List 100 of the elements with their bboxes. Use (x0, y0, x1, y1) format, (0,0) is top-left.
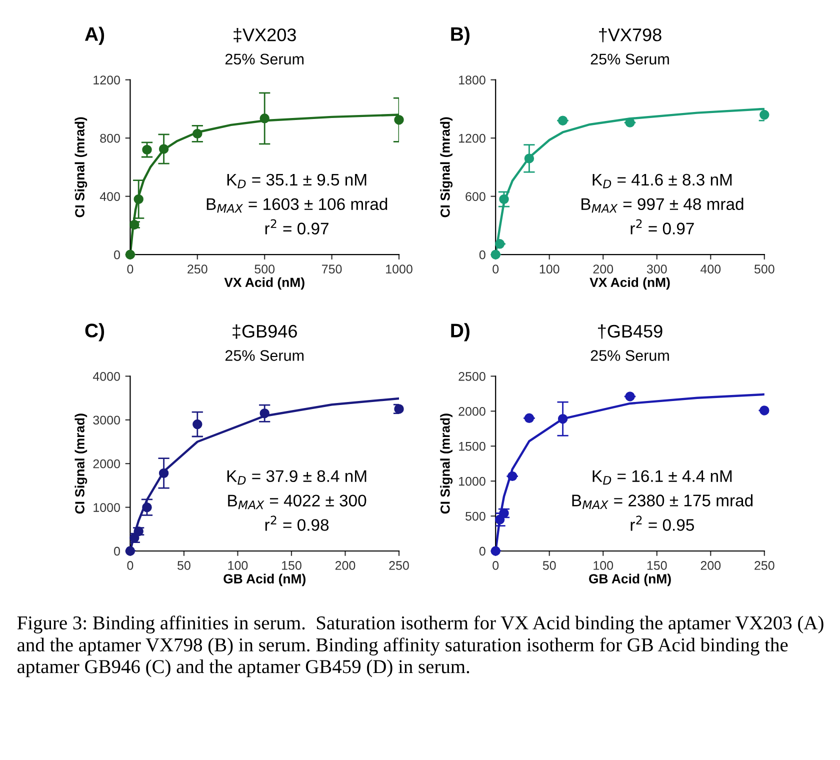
annotation: B$_{MAX}$ = 4022 ± 300 (228, 494, 366, 510)
x-tick-label: 200 (700, 561, 721, 570)
point (524, 413, 534, 424)
y-tick-label: 1200 (94, 76, 120, 84)
chart-title: †GB459 (598, 324, 662, 339)
point (499, 194, 509, 204)
annotation: K$_{D}$ = 37.9 ± 8.4 nM (227, 470, 366, 485)
chart-title: †VX798 (599, 28, 662, 42)
chart-subtitle: 25% Serum (225, 350, 304, 361)
y-tick-label: 1800 (459, 76, 486, 84)
x-tick-label: 0 (492, 561, 499, 570)
point (490, 250, 500, 260)
y-tick-label: 500 (466, 512, 486, 521)
y-axis-title: CI Signal (mrad) (74, 414, 88, 514)
x-tick-label: 500 (254, 264, 275, 274)
chart-title: ‡GB946 (232, 324, 297, 339)
y-axis-title: CI Signal (mrad) (74, 117, 88, 218)
annotation: r$^{2}$ = 0.95 (630, 516, 694, 531)
x-tick-label: 0 (127, 561, 134, 570)
x-tick-label: 50 (542, 561, 556, 570)
point (394, 404, 404, 414)
x-tick-label: 150 (282, 561, 302, 570)
x-tick-label: 400 (700, 264, 721, 274)
x-axis-title: GB Acid (nM) (589, 574, 671, 586)
point (158, 144, 169, 154)
point (558, 414, 568, 424)
chart-subtitle: 25% Serum (590, 54, 669, 65)
point (142, 144, 152, 155)
point (558, 116, 568, 126)
chart-subtitle: 25% Serum (225, 54, 304, 65)
caption: Figure 3: Binding affinities in serum. Saturation isotherm for VX Acid binding the aptamer VX203 (A) and the aptamer VX798 (B) in serum. Binding affinity saturation isotherm for GB Acid binding the aptamer GB946 (C) and the aptamer GB459 (D) in serum. (17, 616, 824, 678)
point (260, 408, 270, 418)
x-tick-label: 200 (593, 264, 614, 274)
point (260, 114, 270, 124)
y-tick-label: 800 (100, 134, 120, 143)
annotation: B$_{MAX}$ = 2380 ± 175 mrad (572, 494, 753, 510)
point (760, 406, 770, 416)
text: C) (85, 323, 104, 342)
x-axis-title: VX Acid (nM) (224, 277, 304, 290)
annotation: B$_{MAX}$ = 1603 ± 106 mrad (206, 198, 388, 213)
point (192, 419, 202, 430)
point (158, 468, 169, 478)
x-tick-label: 250 (754, 561, 774, 570)
y-tick-label: 2500 (458, 372, 486, 381)
text: D) (451, 323, 470, 342)
x-axis-title: VX Acid (nM) (590, 277, 670, 290)
x-tick-label: 250 (188, 264, 208, 274)
y-tick-label: 600 (466, 192, 486, 201)
y-tick-label: 1500 (459, 442, 486, 451)
annotation: B$_{MAX}$ = 997 ± 48 mrad (582, 198, 744, 213)
annotation: r$^{2}$ = 0.97 (265, 219, 328, 234)
x-tick-label: 250 (389, 561, 409, 570)
chart-title: ‡VX203 (234, 28, 296, 42)
point (490, 546, 500, 556)
point (134, 194, 144, 204)
y-tick-label: 0 (114, 250, 120, 260)
point (394, 114, 404, 125)
x-tick-label: 200 (335, 561, 356, 570)
x-tick-label: 500 (754, 264, 774, 274)
annotation: r$^{2}$ = 0.98 (265, 516, 329, 531)
x-tick-label: 100 (228, 561, 248, 570)
point (508, 471, 518, 482)
y-axis-title: CI Signal (mrad) (440, 117, 453, 218)
point (625, 392, 635, 402)
point (494, 239, 505, 249)
x-tick-label: 1000 (386, 264, 412, 274)
point (192, 128, 202, 139)
point (142, 502, 152, 512)
text: A) (84, 26, 104, 45)
y-tick-label: 1200 (459, 134, 486, 143)
annotation: K$_{D}$ = 16.1 ± 4.4 nM (592, 470, 732, 485)
annotation: r$^{2}$ = 0.97 (630, 219, 694, 234)
y-tick-label: 4000 (92, 372, 120, 381)
y-axis-title: CI Signal (mrad) (440, 414, 453, 514)
x-tick-label: 100 (540, 264, 560, 274)
annotation: K$_{D}$ = 35.1 ± 9.5 nM (227, 174, 366, 188)
y-tick-label: 2000 (458, 406, 486, 416)
x-tick-label: 150 (647, 561, 667, 570)
point (625, 118, 635, 128)
x-tick-label: 0 (127, 264, 134, 274)
x-tick-label: 100 (594, 561, 614, 570)
text: B) (451, 26, 470, 45)
x-tick-label: 750 (322, 264, 342, 274)
x-tick-label: 50 (178, 561, 190, 570)
x-axis-title: GB Acid (nM) (224, 574, 306, 586)
x-tick-label: 0 (492, 264, 499, 274)
point (524, 154, 534, 164)
y-tick-label: 0 (114, 546, 120, 556)
chart-subtitle: 25% Serum (590, 350, 669, 361)
y-tick-label: 1000 (459, 476, 486, 486)
x-tick-label: 300 (646, 264, 667, 274)
point (125, 546, 136, 556)
point (125, 250, 136, 260)
y-tick-label: 1000 (94, 503, 120, 512)
annotation: K$_{D}$ = 41.6 ± 8.3 nM (592, 174, 732, 188)
point (130, 220, 140, 230)
y-tick-label: 0 (479, 546, 486, 556)
point (130, 533, 140, 543)
y-tick-label: 0 (479, 250, 486, 260)
y-tick-label: 400 (100, 192, 120, 201)
